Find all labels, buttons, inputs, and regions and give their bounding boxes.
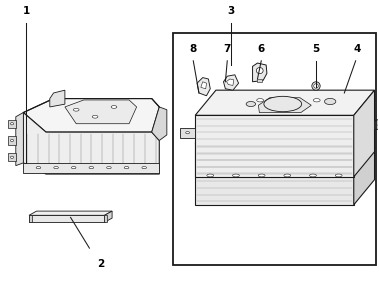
- Polygon shape: [258, 98, 311, 112]
- Ellipse shape: [92, 115, 98, 118]
- Text: 6: 6: [258, 44, 265, 54]
- Ellipse shape: [74, 108, 79, 111]
- Ellipse shape: [207, 174, 214, 177]
- Ellipse shape: [256, 67, 263, 74]
- Ellipse shape: [71, 167, 76, 169]
- Polygon shape: [354, 90, 374, 177]
- Text: 2: 2: [97, 259, 104, 269]
- Polygon shape: [180, 128, 195, 138]
- Polygon shape: [29, 211, 112, 215]
- Polygon shape: [195, 118, 374, 143]
- Ellipse shape: [233, 174, 240, 177]
- Ellipse shape: [246, 101, 255, 106]
- Polygon shape: [23, 99, 159, 132]
- Polygon shape: [104, 215, 107, 222]
- Ellipse shape: [264, 96, 302, 112]
- Ellipse shape: [106, 167, 111, 169]
- Ellipse shape: [54, 167, 58, 169]
- Polygon shape: [16, 112, 23, 166]
- Polygon shape: [8, 119, 16, 128]
- Polygon shape: [8, 136, 16, 145]
- Polygon shape: [152, 107, 167, 140]
- Bar: [172, 33, 376, 265]
- Ellipse shape: [378, 124, 379, 126]
- Polygon shape: [354, 118, 374, 205]
- Ellipse shape: [11, 156, 14, 158]
- Text: 7: 7: [224, 44, 231, 54]
- Ellipse shape: [89, 167, 94, 169]
- Text: 4: 4: [354, 44, 361, 54]
- Ellipse shape: [324, 98, 336, 105]
- Ellipse shape: [284, 174, 291, 177]
- Polygon shape: [195, 90, 374, 115]
- Ellipse shape: [111, 106, 117, 108]
- Polygon shape: [29, 215, 32, 222]
- Polygon shape: [224, 75, 239, 90]
- Polygon shape: [252, 63, 267, 82]
- Polygon shape: [8, 153, 16, 162]
- Ellipse shape: [314, 84, 318, 88]
- Polygon shape: [201, 82, 207, 89]
- Polygon shape: [195, 115, 354, 177]
- Ellipse shape: [335, 174, 342, 177]
- Polygon shape: [105, 211, 112, 222]
- Ellipse shape: [312, 82, 320, 90]
- Text: 3: 3: [227, 6, 235, 16]
- Ellipse shape: [11, 123, 14, 125]
- Text: 8: 8: [190, 44, 197, 54]
- Polygon shape: [227, 79, 234, 85]
- Ellipse shape: [186, 132, 190, 134]
- Polygon shape: [23, 163, 159, 173]
- Polygon shape: [23, 112, 159, 174]
- Polygon shape: [50, 90, 65, 107]
- Ellipse shape: [142, 167, 146, 169]
- Text: 1: 1: [23, 6, 30, 16]
- Text: 5: 5: [312, 44, 319, 54]
- Ellipse shape: [310, 174, 316, 177]
- Polygon shape: [374, 117, 379, 129]
- Ellipse shape: [281, 98, 296, 105]
- Polygon shape: [195, 143, 354, 205]
- Polygon shape: [65, 100, 137, 124]
- Ellipse shape: [313, 99, 320, 102]
- Ellipse shape: [124, 167, 129, 169]
- Ellipse shape: [11, 139, 14, 142]
- Polygon shape: [29, 215, 105, 222]
- Polygon shape: [257, 79, 262, 82]
- Ellipse shape: [36, 167, 41, 169]
- Ellipse shape: [258, 174, 265, 177]
- Polygon shape: [197, 78, 210, 96]
- Ellipse shape: [257, 99, 263, 102]
